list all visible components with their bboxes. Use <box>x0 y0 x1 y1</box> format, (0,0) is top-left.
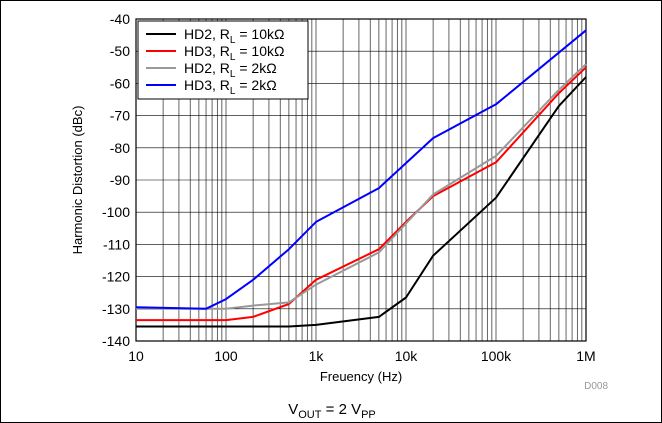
series-line-2 <box>136 66 587 322</box>
harmonic-distortion-chart: -140 -130 -120 -110 -100 -90 -80 -70 -60 -50 -40 10… <box>70 11 608 392</box>
y-tick-label: -50 <box>110 43 130 59</box>
caption-sub-pp: PP <box>361 409 376 421</box>
y-tick-label: -70 <box>110 108 130 124</box>
y-tick-label: -100 <box>102 204 130 220</box>
y-tick-label: -140 <box>102 333 130 349</box>
x-tick-label: 10k <box>395 348 419 364</box>
y-tick-label: -110 <box>103 236 130 252</box>
caption-sub-out: OUT <box>298 409 322 421</box>
x-axis-label: Freuency (Hz) <box>320 369 402 384</box>
caption-main: V <box>288 401 299 418</box>
y-axis-label: Harmonic Distortion (dBc) <box>70 106 85 255</box>
x-tick-label: 100 <box>214 348 238 364</box>
legend-label: HD2, RL = 10kΩ <box>184 26 284 46</box>
y-tick-label: -60 <box>110 75 130 91</box>
x-tick-label: 1k <box>309 348 325 364</box>
series-line-4 <box>135 29 587 310</box>
series-line-3 <box>136 63 587 310</box>
y-tick-label: -120 <box>102 269 130 285</box>
x-tick-label: 100k <box>481 348 512 364</box>
output-voltage-caption: VOUT = 2 VPP <box>1 401 662 421</box>
y-tick-label: -40 <box>110 11 130 27</box>
x-tick-label: 10 <box>128 348 144 364</box>
legend-label: HD3, RL = 10kΩ <box>184 43 284 63</box>
legend-label: HD3, RL = 2kΩ <box>184 77 277 97</box>
x-tick-label: 1M <box>576 348 595 364</box>
figure-id: D008 <box>584 381 608 392</box>
series-line-1 <box>136 76 587 328</box>
legend-label: HD2, RL = 2kΩ <box>184 60 277 80</box>
series-lines <box>135 29 587 328</box>
tick-labels: -140 -130 -120 -110 -100 -90 -80 -70 -60 -50 -40 10… <box>102 11 596 364</box>
caption-mid: = 2 V <box>321 401 362 418</box>
y-tick-label: -80 <box>110 140 130 156</box>
y-tick-label: -90 <box>110 172 130 188</box>
plot-area <box>135 18 587 342</box>
y-tick-label: -130 <box>102 301 130 317</box>
